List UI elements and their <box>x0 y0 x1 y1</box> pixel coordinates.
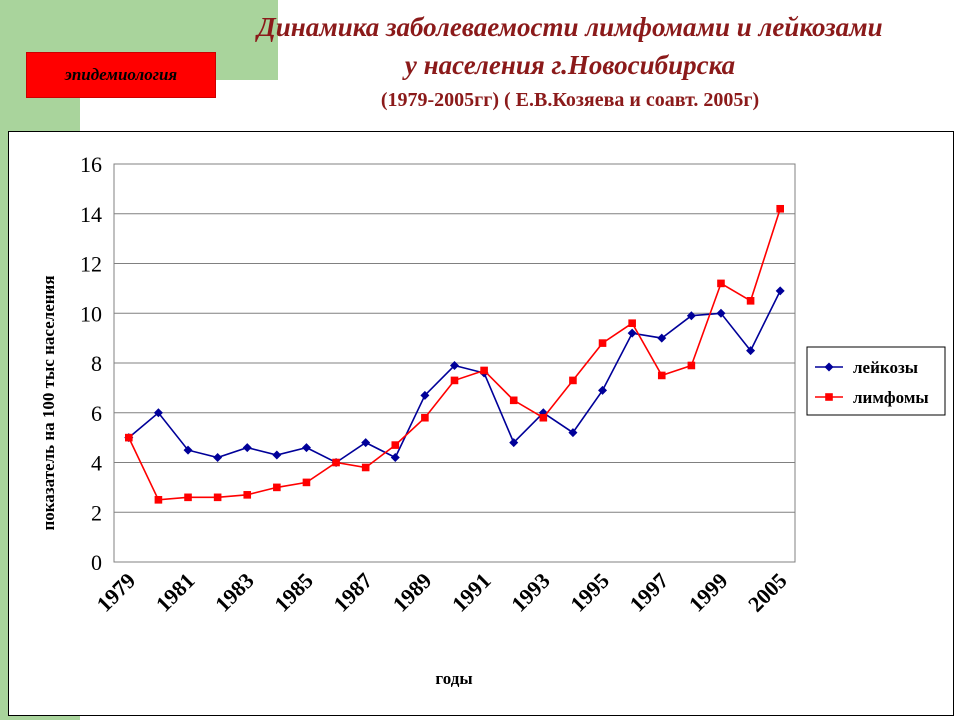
slide-subtitle: (1979-2005гг) ( Е.В.Козяева и соавт. 200… <box>380 89 760 111</box>
data-point-square <box>125 433 133 442</box>
legend-label: лимфомы <box>853 388 929 407</box>
legend-label: лейкозы <box>853 358 918 377</box>
x-tick-label: 1995 <box>565 568 614 617</box>
x-tick-label: 1981 <box>151 568 200 617</box>
data-point-square <box>213 493 222 502</box>
data-point-diamond <box>627 328 637 338</box>
y-tick-label: 14 <box>80 202 102 227</box>
data-point-square <box>746 297 755 305</box>
data-point-diamond <box>450 360 459 370</box>
x-tick-label: 1999 <box>684 568 733 617</box>
y-tick-label: 2 <box>91 500 102 525</box>
legend-marker-square <box>825 393 833 401</box>
slide-title-line2: у населения г.Новосибирска <box>404 50 736 80</box>
x-axis-label: годы <box>435 669 472 688</box>
data-point-diamond <box>213 453 223 463</box>
data-point-square <box>657 371 666 380</box>
data-point-square <box>184 493 192 502</box>
x-tick-label: 2005 <box>743 568 792 617</box>
plot-frame <box>113 163 796 563</box>
data-point-diamond <box>775 286 785 296</box>
data-point-square <box>361 463 370 472</box>
data-point-diamond <box>509 438 519 448</box>
data-point-square <box>332 458 340 467</box>
data-point-diamond <box>242 443 252 453</box>
slide-title-line1: Динамика заболеваемости лимфомами и лейк… <box>257 12 883 42</box>
data-point-diamond <box>568 428 578 438</box>
y-tick-label: 10 <box>80 301 102 326</box>
data-point-square <box>539 413 548 422</box>
data-point-square <box>273 483 281 492</box>
x-tick-label: 1993 <box>506 568 555 617</box>
legend-box <box>806 346 946 416</box>
x-tick-label: 1991 <box>447 568 496 617</box>
chart-area: 0 2 4 6 8 10 12 14 16 1979 1981 1983 1985 1987 1989 19… <box>8 131 954 716</box>
data-point-square <box>154 496 163 504</box>
legend-marker-diamond <box>824 362 834 372</box>
x-tick-labels: 1979 1981 1983 1985 1987 1989 1991 1993 1995 1997… <box>92 568 792 617</box>
data-point-diamond <box>598 385 608 395</box>
y-tick-labels: 0 2 4 6 8 10 12 14 16 <box>80 152 102 575</box>
data-point-square <box>450 376 459 385</box>
data-point-square <box>391 441 400 449</box>
data-point-diamond <box>390 453 400 463</box>
y-tick-label: 12 <box>80 252 102 277</box>
y-tick-label: 4 <box>91 451 102 476</box>
series-group <box>124 204 785 504</box>
section-badge: эпидемиология <box>26 52 216 98</box>
data-point-diamond <box>361 438 371 448</box>
data-point-square <box>421 413 429 422</box>
y-axis-label: показатель на 100 тыс населения <box>39 275 58 530</box>
data-point-diamond <box>153 408 163 418</box>
data-point-square <box>569 376 577 385</box>
series-line-2 <box>128 208 781 501</box>
data-point-square <box>687 361 696 370</box>
data-point-diamond <box>301 443 311 453</box>
data-point-diamond <box>272 450 282 460</box>
data-point-square <box>598 339 607 347</box>
data-point-diamond <box>686 311 696 321</box>
data-point-square <box>509 396 518 405</box>
data-point-diamond <box>183 445 193 455</box>
y-tick-label: 0 <box>91 550 102 575</box>
x-tick-label: 1985 <box>269 568 318 617</box>
data-point-diamond <box>716 308 726 318</box>
data-point-square <box>480 366 488 375</box>
legend: лейкозы лимфомы <box>806 346 946 416</box>
data-point-square <box>776 204 784 213</box>
data-point-diamond <box>657 333 667 343</box>
y-tick-label: 6 <box>91 401 102 426</box>
y-tick-label: 8 <box>91 351 102 376</box>
data-point-diamond <box>746 346 756 356</box>
data-point-square <box>628 319 636 327</box>
x-tick-label: 1997 <box>625 568 674 617</box>
data-point-diamond <box>420 390 430 400</box>
x-tick-label: 1989 <box>388 568 437 617</box>
x-tick-label: 1983 <box>210 568 259 617</box>
x-tick-label: 1987 <box>328 568 377 617</box>
y-tick-label: 16 <box>80 152 102 177</box>
x-tick-label: 1979 <box>92 568 141 617</box>
data-point-square <box>302 478 311 487</box>
data-point-square <box>243 491 252 499</box>
data-point-square <box>717 279 725 288</box>
